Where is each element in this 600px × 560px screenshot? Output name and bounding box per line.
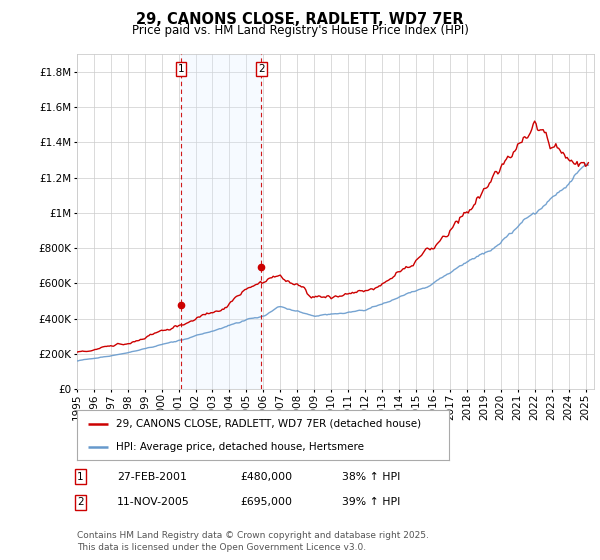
Text: 38% ↑ HPI: 38% ↑ HPI: [342, 472, 400, 482]
Text: £480,000: £480,000: [240, 472, 292, 482]
Text: £695,000: £695,000: [240, 497, 292, 507]
Text: HPI: Average price, detached house, Hertsmere: HPI: Average price, detached house, Hert…: [116, 442, 364, 452]
Text: 29, CANONS CLOSE, RADLETT, WD7 7ER: 29, CANONS CLOSE, RADLETT, WD7 7ER: [136, 12, 464, 27]
Text: Contains HM Land Registry data © Crown copyright and database right 2025.
This d: Contains HM Land Registry data © Crown c…: [77, 531, 428, 552]
Text: 1: 1: [178, 64, 184, 74]
Text: 11-NOV-2005: 11-NOV-2005: [117, 497, 190, 507]
Text: 29, CANONS CLOSE, RADLETT, WD7 7ER (detached house): 29, CANONS CLOSE, RADLETT, WD7 7ER (deta…: [116, 418, 421, 428]
Text: 27-FEB-2001: 27-FEB-2001: [117, 472, 187, 482]
Text: 2: 2: [77, 497, 83, 507]
Text: 1: 1: [77, 472, 83, 482]
Bar: [181, 54, 261, 389]
Text: 39% ↑ HPI: 39% ↑ HPI: [342, 497, 400, 507]
Text: Price paid vs. HM Land Registry's House Price Index (HPI): Price paid vs. HM Land Registry's House …: [131, 24, 469, 36]
Text: 2: 2: [258, 64, 265, 74]
